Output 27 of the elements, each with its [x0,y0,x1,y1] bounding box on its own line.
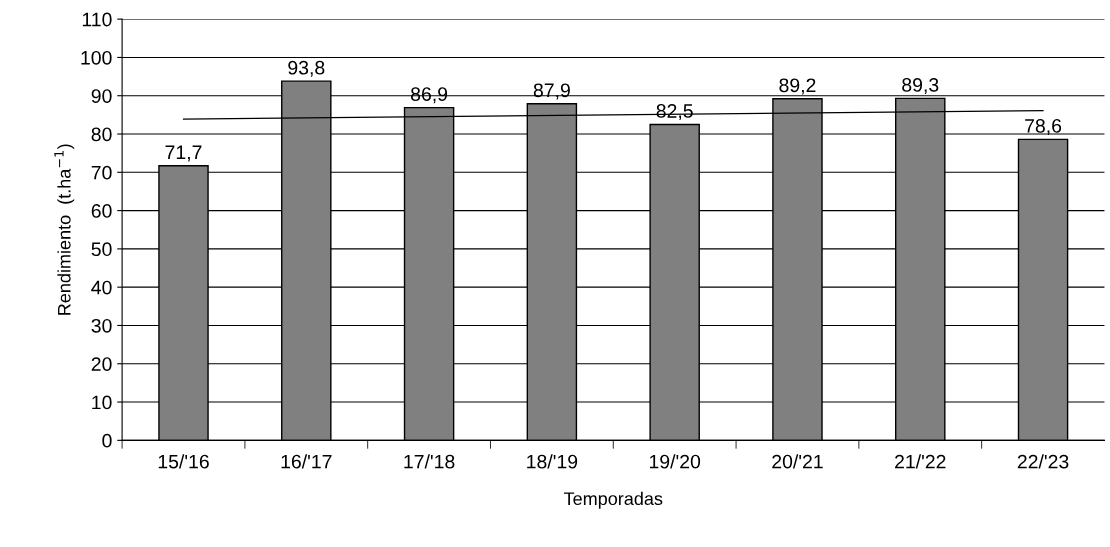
y-tick-label: 10 [92,395,112,410]
y-tick-label: 0 [102,433,112,448]
y-axis-title: Rendimiento (t.ha$^{−1}$) [54,144,75,315]
y-tick-label: 30 [91,318,112,333]
y-tick-label: 110 [82,12,112,27]
x-tick-label: 15/'16 [158,454,209,469]
y-tick-label: 50 [91,242,112,257]
y-tick-label: 20 [91,357,112,371]
y-tick-label: 60 [91,204,112,218]
x-tick-label: 19/'20 [649,454,701,469]
y-tick-label: 40 [91,280,112,295]
y-tick-label: 100 [81,50,112,65]
x-axis-title: Temporadas [564,491,663,509]
x-tick-label: 16/'17 [281,454,332,469]
y-tick-label: 70 [91,165,112,180]
data-label: 78,6 [1025,118,1062,136]
x-tick-label: 17/'18 [404,454,455,469]
x-tick-label: 20/'21 [772,454,823,469]
x-tick-label: 21/'22 [895,454,946,469]
data-label: 71,7 [165,145,202,162]
data-label: 89,3 [902,78,939,95]
data-label: 93,8 [288,60,325,77]
y-tick-label: 80 [91,127,112,142]
y-tick-label: 90 [91,89,112,103]
x-tick-label: 22/'23 [1017,454,1069,469]
x-tick-label: 18/'19 [527,454,578,469]
data-label: 89,2 [779,78,816,95]
